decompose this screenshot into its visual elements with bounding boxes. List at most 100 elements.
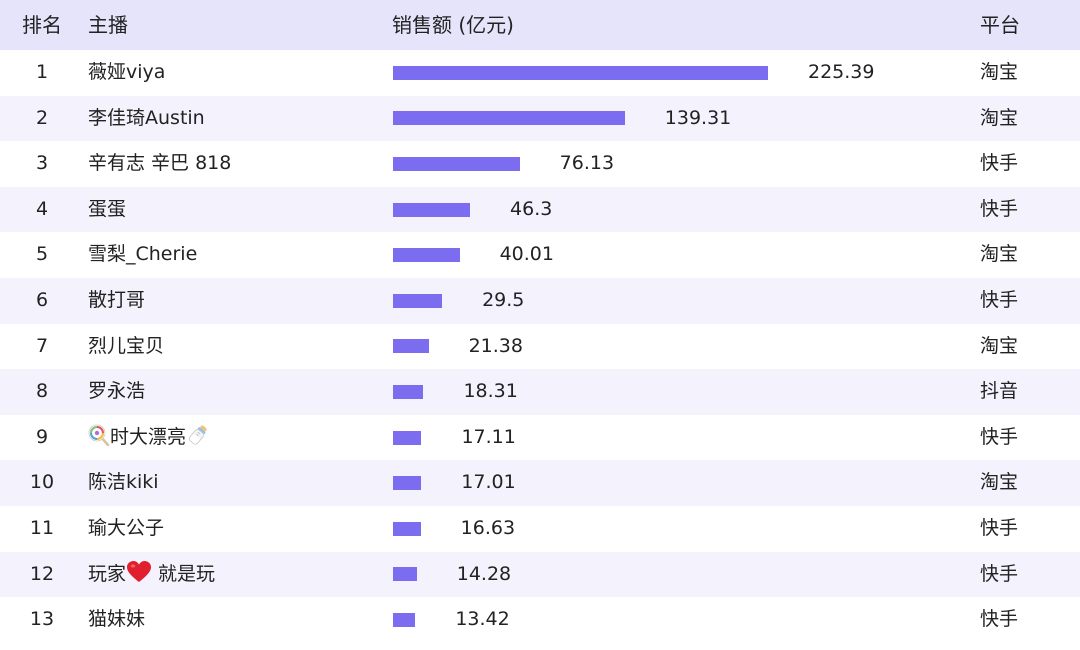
anchor-name-text: 散打哥 — [88, 288, 146, 311]
anchor-name-text: 辛有志 辛巴 818 — [88, 152, 232, 175]
platform-cell: 淘宝 — [980, 471, 1019, 494]
table-row: 11 瑜大公子 16.63 快手 — [0, 505, 1080, 552]
sales-bar — [393, 293, 443, 308]
sales-value-label: 17.01 — [461, 471, 516, 494]
anchor-name-cell: 时大漂亮 — [88, 415, 210, 461]
anchor-name-text: 雪梨_Cherie — [88, 243, 198, 266]
table-body: 1 薇娅viya 225.39 淘宝 2 李佳琦Austin 139.31 淘宝 3 辛有志 辛巴… — [0, 50, 1080, 643]
sales-bar — [393, 384, 424, 399]
anchor-name-text: 猫妹妹 — [88, 608, 146, 631]
rank-cell: 11 — [29, 516, 55, 539]
sales-value-label: 29.5 — [482, 288, 525, 311]
anchor-name-cell: 薇娅viya — [88, 50, 165, 96]
anchor-name-cell: 烈儿宝贝 — [88, 324, 164, 370]
table-row: 1 薇娅viya 225.39 淘宝 — [0, 50, 1080, 96]
lollipop-icon — [88, 424, 110, 447]
heart-icon — [127, 561, 152, 583]
platform-cell: 快手 — [980, 425, 1019, 448]
platform-cell: 快手 — [980, 562, 1019, 585]
anchor-name-cell: 玩家 就是玩 — [88, 552, 215, 598]
rank-cell: 3 — [35, 152, 49, 175]
rank-cell: 2 — [35, 106, 49, 129]
sales-bar — [393, 430, 422, 445]
sales-value-label: 46.3 — [510, 197, 553, 220]
rank-cell: 5 — [35, 243, 49, 266]
sales-value-label: 14.28 — [456, 562, 512, 585]
sales-value-label: 40.01 — [499, 243, 554, 266]
sales-value-label: 76.13 — [559, 152, 615, 175]
rank-cell: 7 — [35, 334, 49, 357]
rank-cell: 12 — [29, 562, 55, 585]
table-row: 3 辛有志 辛巴 818 76.13 快手 — [0, 141, 1080, 187]
sales-bar — [393, 156, 520, 171]
anchor-name-text: 蛋蛋 — [88, 197, 127, 220]
table-row: 6 散打哥 29.5 快手 — [0, 277, 1080, 324]
anchor-name-cell: 散打哥 — [88, 278, 145, 324]
anchor-name-text: 薇娅viya — [88, 61, 166, 83]
sales-value-label: 13.42 — [455, 608, 510, 631]
sales-value-label: 16.63 — [460, 516, 516, 539]
sales-bar — [393, 612, 416, 627]
rank-cell: 6 — [35, 288, 49, 311]
anchor-name-text-after: 就是玩 — [152, 562, 216, 585]
anchor-name-text: 李佳琦Austin — [88, 106, 205, 129]
rank-cell: 4 — [35, 197, 49, 220]
sales-bar — [393, 65, 768, 80]
table-row: 12 玩家 就是玩 14.28 快手 — [0, 551, 1080, 598]
table-row: 7 烈儿宝贝 21.38 淘宝 — [0, 323, 1080, 370]
rank-cell: 13 — [29, 608, 55, 631]
sales-bar — [393, 567, 417, 582]
table-row: 4 蛋蛋 46.3 快手 — [0, 186, 1080, 233]
platform-cell: 淘宝 — [980, 243, 1019, 266]
rank-cell: 1 — [35, 61, 49, 83]
table-header: 排名 主播 销售额 (亿元) 平台 — [0, 0, 1080, 50]
anchor-name-text: 玩家 — [88, 562, 127, 585]
header-rank: 排名 — [22, 13, 62, 37]
anchor-name-text: 瑜大公子 — [88, 516, 165, 539]
platform-cell: 抖音 — [980, 380, 1019, 403]
header-platform: 平台 — [980, 13, 1020, 37]
platform-cell: 淘宝 — [980, 61, 1019, 83]
baby-bottle-icon — [188, 425, 207, 445]
anchor-name-cell: 李佳琦Austin — [88, 96, 205, 142]
table-row: 10 陈洁kiki 17.01 淘宝 — [0, 460, 1080, 506]
sales-value-label: 225.39 — [808, 61, 875, 83]
anchor-name-cell: 雪梨_Cherie — [88, 232, 197, 278]
rank-cell: 8 — [35, 380, 49, 403]
sales-bar — [393, 248, 460, 263]
anchor-name-cell: 蛋蛋 — [88, 187, 126, 233]
rank-cell: 10 — [29, 471, 55, 494]
sales-value-label: 139.31 — [664, 106, 732, 129]
table-row: 8 罗永浩 18.31 抖音 — [0, 369, 1080, 415]
sales-bar — [393, 521, 421, 536]
anchor-name-text: 罗永浩 — [88, 380, 146, 403]
table-row: 5 雪梨_Cherie 40.01 淘宝 — [0, 232, 1080, 278]
sales-value-label: 21.38 — [468, 334, 523, 357]
anchor-name-cell: 辛有志 辛巴 818 — [88, 141, 231, 187]
header-sales: 销售额 (亿元) — [392, 13, 514, 37]
platform-cell: 快手 — [980, 197, 1019, 220]
sales-value-label: 17.11 — [461, 425, 516, 448]
platform-cell: 快手 — [980, 288, 1019, 311]
table-row: 2 李佳琦Austin 139.31 淘宝 — [0, 95, 1080, 142]
sales-bar — [393, 202, 471, 217]
platform-cell: 快手 — [980, 608, 1019, 631]
anchor-name-cell: 罗永浩 — [88, 369, 145, 415]
platform-cell: 快手 — [980, 516, 1019, 539]
table-row: 9 时大漂亮 17.11 快手 — [0, 414, 1080, 461]
anchor-name-cell: 瑜大公子 — [88, 506, 164, 552]
anchor-name-cell: 陈洁kiki — [88, 460, 159, 506]
table-row: 13 猫妹妹 13.42 快手 — [0, 597, 1080, 643]
anchor-name-text: 烈儿宝贝 — [88, 334, 165, 357]
sales-bar — [393, 339, 429, 354]
header-anchor: 主播 — [88, 13, 128, 37]
anchor-name-text: 时大漂亮 — [110, 425, 187, 448]
platform-cell: 淘宝 — [980, 106, 1019, 129]
sales-value-label: 18.31 — [463, 380, 518, 403]
platform-cell: 淘宝 — [980, 334, 1019, 357]
rank-cell: 9 — [35, 425, 49, 448]
sales-bar — [393, 476, 422, 491]
anchor-name-text: 陈洁kiki — [88, 471, 159, 494]
platform-cell: 快手 — [980, 152, 1019, 175]
